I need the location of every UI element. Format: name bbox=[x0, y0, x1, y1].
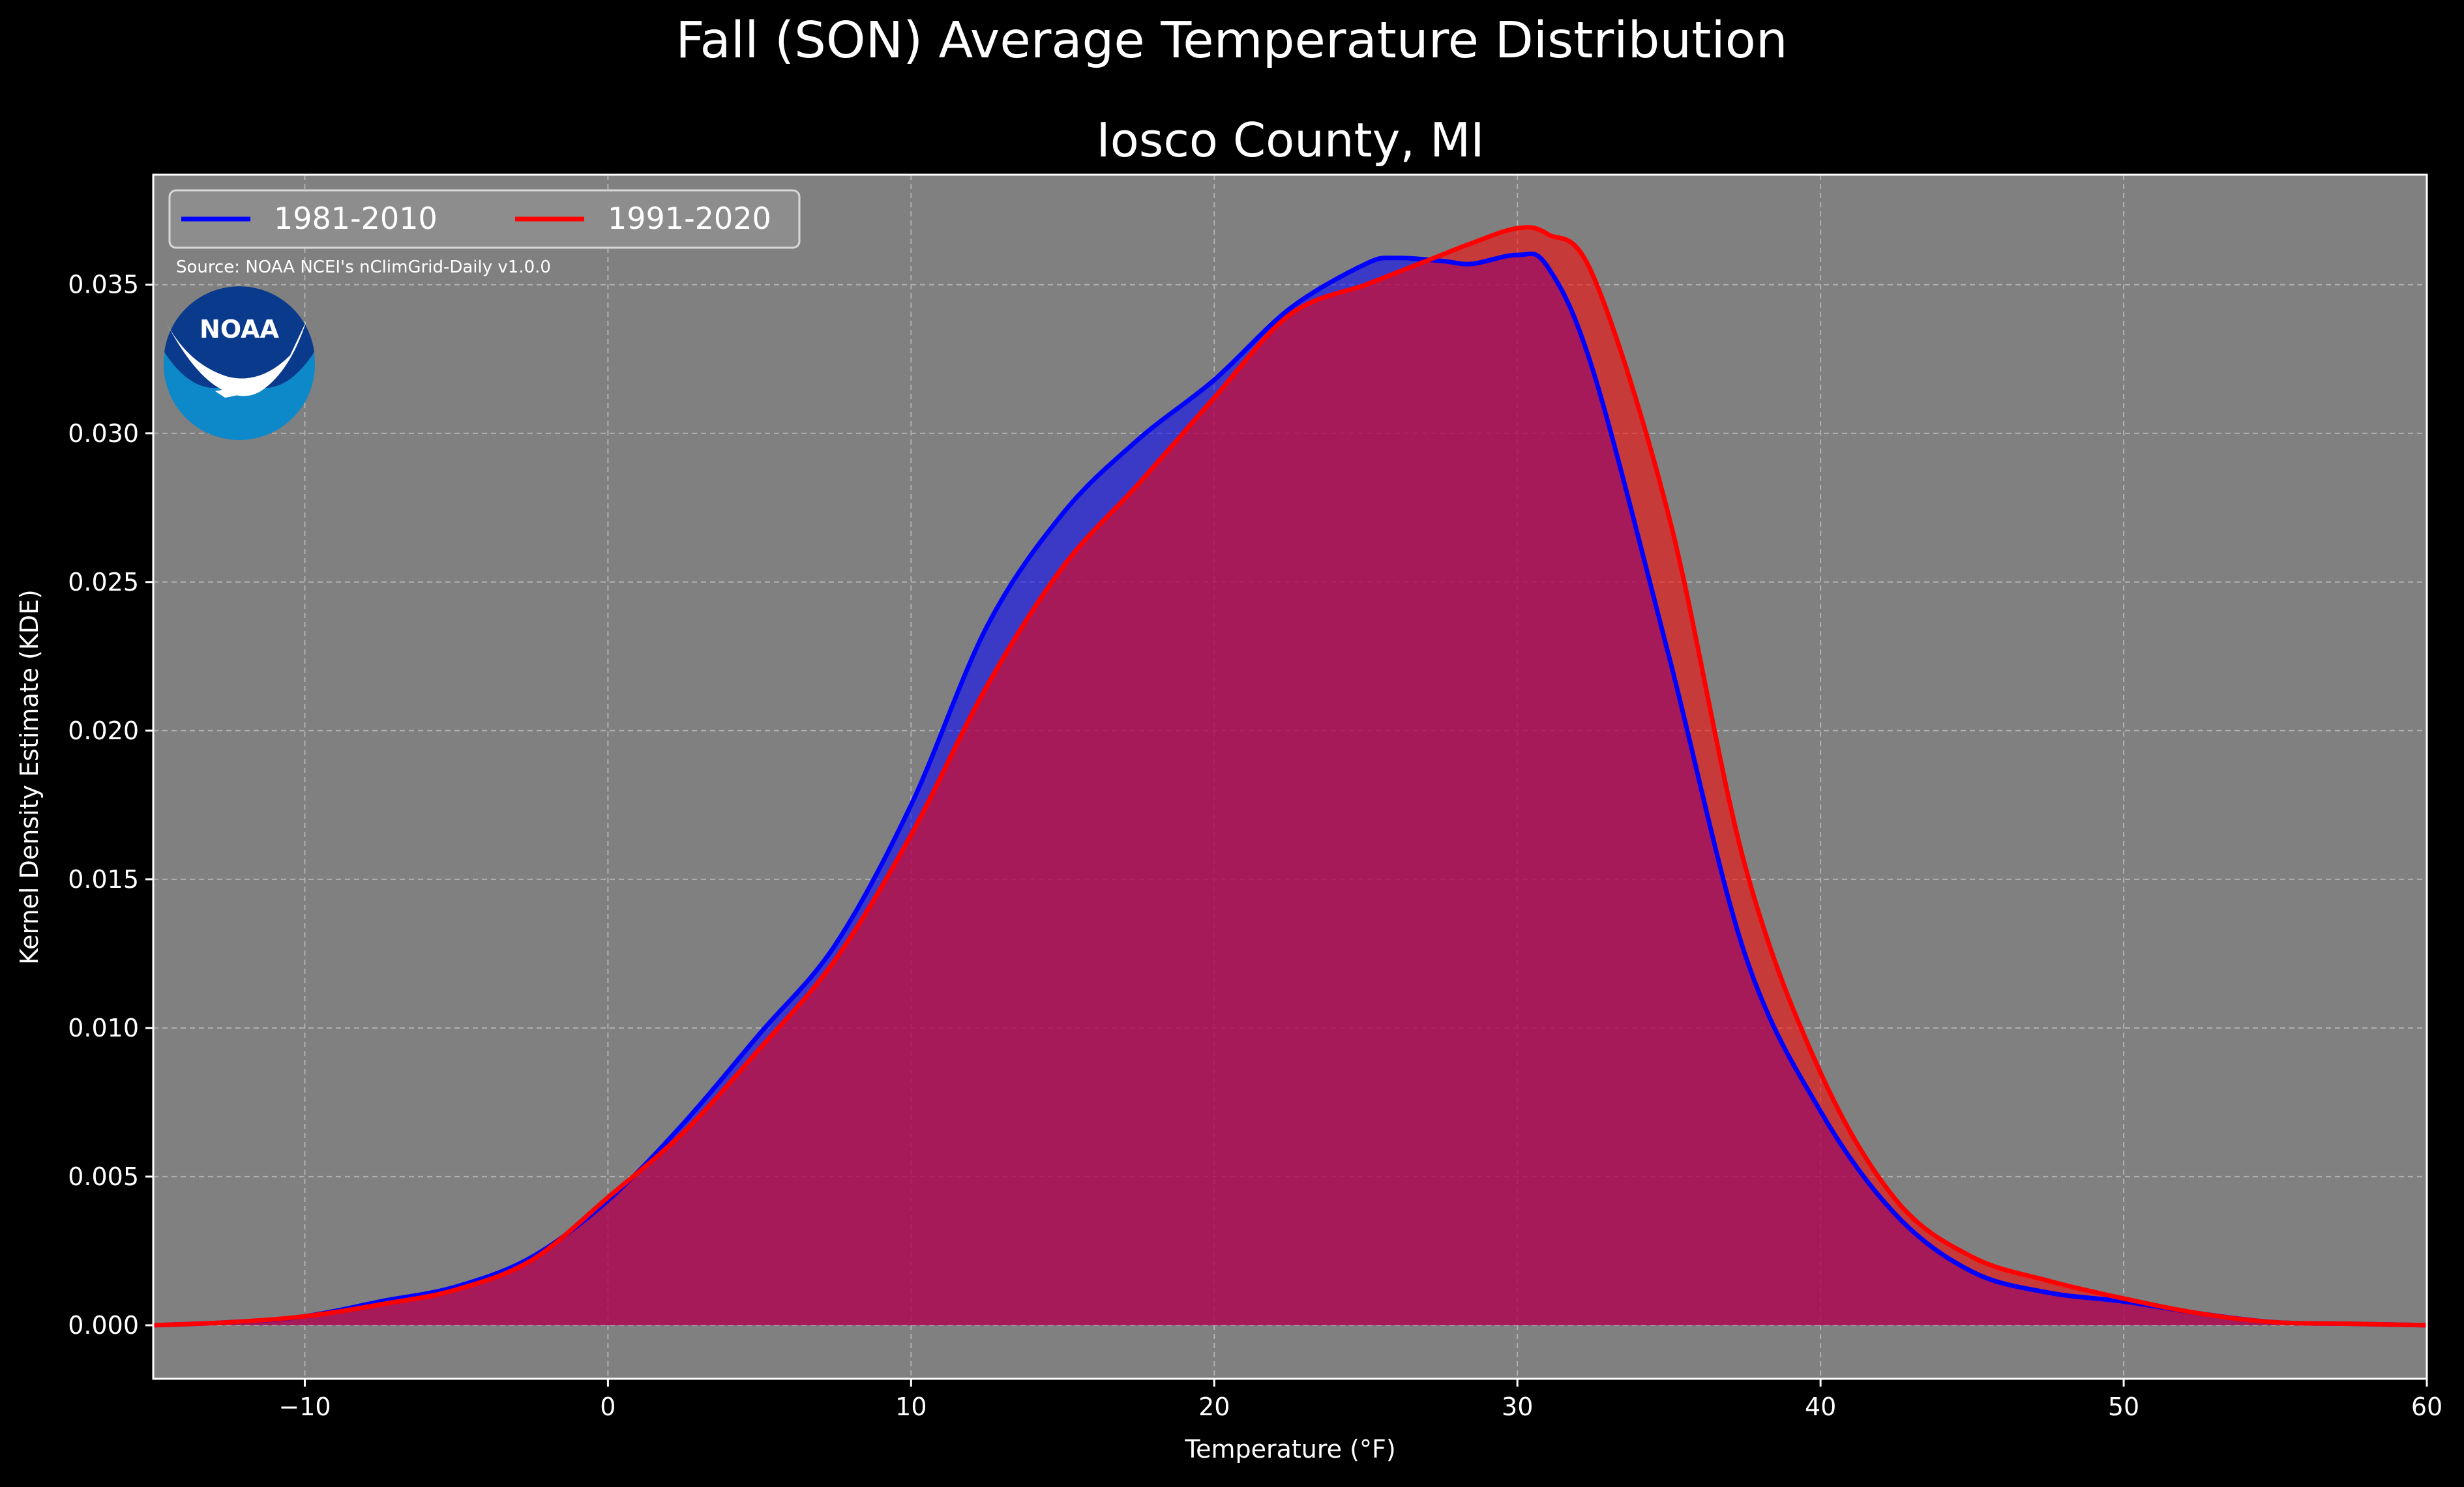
series-line-1981-2010 bbox=[153, 251, 2427, 1328]
legend: 1981-2010 1991-2020 bbox=[168, 189, 801, 249]
legend-box bbox=[168, 189, 801, 249]
x-tick-label: 0 bbox=[600, 1392, 616, 1421]
x-tick-label: 40 bbox=[1805, 1392, 1836, 1421]
x-tick-label: 60 bbox=[2411, 1392, 2442, 1421]
y-tick-label: 0.000 bbox=[68, 1311, 139, 1340]
x-tick-label: 20 bbox=[1198, 1392, 1230, 1421]
y-tick-label: 0.015 bbox=[68, 865, 139, 894]
series-fills bbox=[153, 227, 2427, 1325]
noaa-logo-text: NOAA bbox=[200, 315, 279, 344]
y-tick-label: 0.030 bbox=[68, 419, 139, 448]
chart-subtitle: Iosco County, MI bbox=[1097, 113, 1485, 168]
chart-title: Fall (SON) Average Temperature Distribut… bbox=[675, 12, 1787, 70]
noaa-logo-bird-tail bbox=[215, 379, 274, 398]
y-axis-ticks: 0.000 0.005 0.010 0.015 0.020 0.025 0.030 0.035 bbox=[68, 271, 153, 1340]
y-tick-label: 0.010 bbox=[68, 1014, 139, 1042]
legend-label-1981-2010: 1981-2010 bbox=[274, 201, 438, 236]
y-tick-label: 0.035 bbox=[68, 271, 139, 299]
x-tick-label: 10 bbox=[895, 1392, 927, 1421]
noaa-logo-bird bbox=[166, 321, 306, 396]
x-axis-label: Temperature (°F) bbox=[1184, 1435, 1395, 1464]
y-axis-label: Kernel Density Estimate (KDE) bbox=[15, 589, 44, 965]
x-tick-label: −10 bbox=[278, 1392, 331, 1421]
series-area-1991-2020 bbox=[153, 227, 2427, 1325]
x-tick-label: 50 bbox=[2108, 1392, 2139, 1421]
plot-frame bbox=[152, 173, 2428, 1380]
legend-label-1991-2020: 1991-2020 bbox=[608, 201, 771, 236]
noaa-logo-top-half bbox=[164, 286, 314, 389]
x-tick-label: 30 bbox=[1502, 1392, 1533, 1421]
series-lines bbox=[153, 225, 2427, 1328]
series-line-1991-2020 bbox=[153, 225, 2427, 1328]
y-tick-label: 0.020 bbox=[68, 716, 139, 745]
y-tick-label: 0.025 bbox=[68, 568, 139, 596]
x-axis-ticks: −10 0 10 20 30 40 50 60 bbox=[278, 1379, 2442, 1421]
y-tick-label: 0.005 bbox=[68, 1162, 139, 1191]
noaa-logo: NOAA bbox=[164, 286, 315, 440]
source-note: Source: NOAA NCEI's nClimGrid-Daily v1.0… bbox=[176, 258, 551, 277]
